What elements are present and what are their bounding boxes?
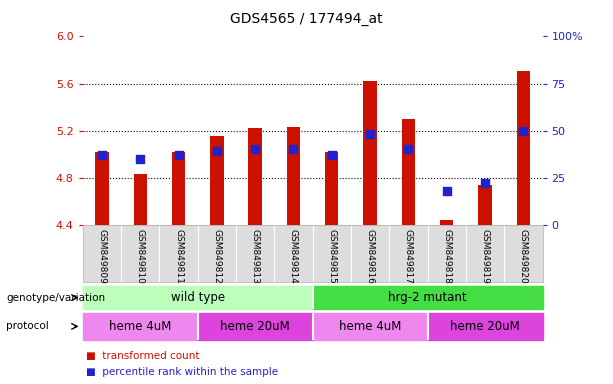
Text: GSM849818: GSM849818 xyxy=(442,229,451,283)
Bar xyxy=(478,185,492,225)
Text: GSM849810: GSM849810 xyxy=(135,229,145,283)
Text: protocol: protocol xyxy=(6,321,49,331)
Text: GSM849820: GSM849820 xyxy=(519,229,528,283)
Point xyxy=(135,156,145,162)
Bar xyxy=(287,127,300,225)
Text: wild type: wild type xyxy=(170,291,225,304)
Point xyxy=(327,152,337,158)
Bar xyxy=(83,286,313,309)
Text: GSM849819: GSM849819 xyxy=(481,229,490,283)
Bar xyxy=(134,174,147,225)
Point xyxy=(250,146,260,152)
Bar xyxy=(364,81,377,225)
Bar xyxy=(172,152,185,225)
Bar xyxy=(402,119,415,225)
Point xyxy=(173,152,183,158)
Bar xyxy=(248,128,262,225)
Bar xyxy=(517,71,530,225)
Point xyxy=(403,146,413,152)
Text: ■  transformed count: ■ transformed count xyxy=(86,351,199,361)
Text: heme 4uM: heme 4uM xyxy=(109,320,172,333)
Bar xyxy=(428,313,543,340)
Point xyxy=(519,127,528,134)
Text: ■  percentile rank within the sample: ■ percentile rank within the sample xyxy=(86,367,278,377)
Point xyxy=(212,148,222,154)
Bar xyxy=(313,286,543,309)
Text: heme 4uM: heme 4uM xyxy=(339,320,402,333)
Bar xyxy=(325,152,338,225)
Text: GSM849815: GSM849815 xyxy=(327,229,337,283)
Text: genotype/variation: genotype/variation xyxy=(6,293,105,303)
Text: GSM849812: GSM849812 xyxy=(212,229,221,283)
Bar xyxy=(313,313,428,340)
Point xyxy=(442,188,452,194)
Text: heme 20uM: heme 20uM xyxy=(220,320,290,333)
Point xyxy=(480,180,490,186)
Bar xyxy=(95,152,109,225)
Text: GSM849816: GSM849816 xyxy=(365,229,375,283)
Text: GSM849814: GSM849814 xyxy=(289,229,298,283)
Point xyxy=(289,146,299,152)
Bar xyxy=(83,313,197,340)
Text: GSM849811: GSM849811 xyxy=(174,229,183,283)
Point xyxy=(365,131,375,137)
Text: hrg-2 mutant: hrg-2 mutant xyxy=(388,291,467,304)
Text: heme 20uM: heme 20uM xyxy=(450,320,520,333)
Bar xyxy=(197,313,313,340)
Text: GSM849817: GSM849817 xyxy=(404,229,413,283)
Text: GDS4565 / 177494_at: GDS4565 / 177494_at xyxy=(230,12,383,25)
Bar xyxy=(440,220,454,225)
Point xyxy=(97,152,107,158)
Text: GSM849809: GSM849809 xyxy=(97,229,107,283)
Text: GSM849813: GSM849813 xyxy=(251,229,260,283)
Bar xyxy=(210,136,224,225)
